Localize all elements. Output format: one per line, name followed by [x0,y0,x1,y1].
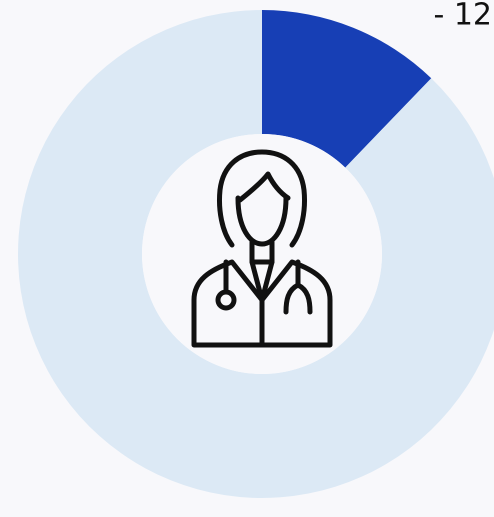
donut [18,10,494,498]
donut-segment [262,10,432,168]
doctor-icon [191,149,333,348]
donut-hole [142,134,382,374]
donut-segment [18,10,494,498]
value-label: - 12,2 [433,0,494,32]
